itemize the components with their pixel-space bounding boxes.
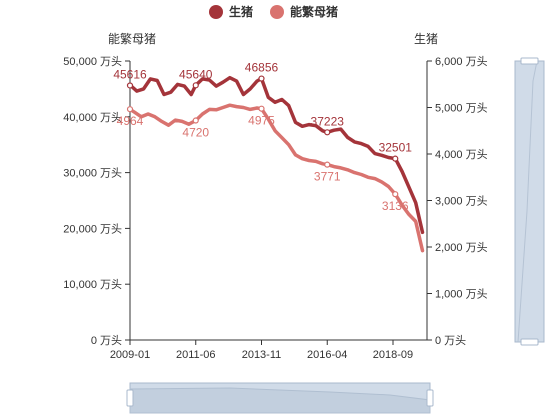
data-label: 4975 xyxy=(248,114,275,128)
data-point[interactable] xyxy=(324,129,331,136)
data-point[interactable] xyxy=(392,155,399,162)
legend-label: 能繁母猪 xyxy=(290,4,338,19)
y-right-tick-label: 0 万头 xyxy=(435,334,466,347)
data-label: 45640 xyxy=(179,67,213,81)
y-left-tick-label: 0 万头 xyxy=(91,334,122,347)
legend-marker xyxy=(270,5,284,19)
y-left-tick-label: 50,000 万头 xyxy=(63,55,122,68)
y-data-zoom[interactable] xyxy=(514,57,545,346)
series-line-0[interactable] xyxy=(128,75,425,235)
legend-marker xyxy=(209,5,223,19)
data-point[interactable] xyxy=(258,105,265,112)
data-point[interactable] xyxy=(126,82,134,89)
series-group xyxy=(128,75,425,253)
y-right-tick-label: 4,000 万头 xyxy=(435,148,488,161)
data-label: 4964 xyxy=(117,114,144,128)
y-zoom-handle-bottom[interactable] xyxy=(520,338,539,346)
y-right-tick-label: 5,000 万头 xyxy=(435,102,488,115)
y-zoom-handle-top[interactable] xyxy=(520,57,539,65)
data-point[interactable] xyxy=(126,106,134,113)
data-point[interactable] xyxy=(324,161,331,168)
data-label: 3771 xyxy=(314,170,341,184)
x-tick-label: 2016-04 xyxy=(307,349,347,361)
legend-label: 生猪 xyxy=(229,4,253,19)
y-zoom-preview xyxy=(517,60,538,343)
data-label: 37223 xyxy=(311,114,345,128)
series-line-1[interactable] xyxy=(128,103,425,253)
y-right-tick-label: 3,000 万头 xyxy=(435,195,488,208)
data-label: 32501 xyxy=(379,141,413,155)
y-left-tick-label: 30,000 万头 xyxy=(63,167,122,180)
data-point[interactable] xyxy=(258,75,265,82)
y-right-tick-label: 2,000 万头 xyxy=(435,241,488,254)
data-point[interactable] xyxy=(392,191,399,198)
x-data-zoom[interactable] xyxy=(126,382,434,414)
x-tick-label: 2013-11 xyxy=(242,349,282,361)
legend-item-1[interactable]: 能繁母猪 xyxy=(270,4,338,19)
y-zoom-track[interactable] xyxy=(514,60,545,343)
legend-item-0[interactable]: 生猪 xyxy=(209,4,253,19)
y-left-tick-label: 40,000 万头 xyxy=(63,111,122,124)
axes: 0 万头 10,000 万头 20,000 万头 30,000 万头 40,000 万头… xyxy=(63,55,487,361)
x-tick-label: 2009-01 xyxy=(110,349,150,361)
data-label: 45616 xyxy=(113,67,147,81)
data-label: 46856 xyxy=(245,61,279,75)
y-axis-left-title: 能繁母猪 xyxy=(108,31,156,46)
y-left-tick-label: 20,000 万头 xyxy=(63,222,122,235)
y-axis-right-title: 生猪 xyxy=(414,32,438,46)
chart-legend[interactable]: 生猪 能繁母猪 xyxy=(209,4,338,19)
data-label: 4720 xyxy=(182,126,209,140)
y-right-tick-label: 6,000 万头 xyxy=(435,55,488,68)
data-labels: 45616 45640 46856 37223 32501 4964 4720 4975 377… xyxy=(113,61,412,214)
x-zoom-handle-right[interactable] xyxy=(426,389,434,407)
y-right-tick-label: 1,000 万头 xyxy=(435,288,488,301)
x-tick-label: 2011-06 xyxy=(176,349,216,361)
x-zoom-preview xyxy=(129,387,431,414)
y-left-tick-label: 10,000 万头 xyxy=(63,278,122,291)
x-zoom-handle-left[interactable] xyxy=(126,389,134,407)
data-point[interactable] xyxy=(192,117,199,124)
data-label: 3136 xyxy=(382,199,409,213)
data-point[interactable] xyxy=(192,82,199,89)
x-tick-label: 2018-09 xyxy=(373,349,413,361)
